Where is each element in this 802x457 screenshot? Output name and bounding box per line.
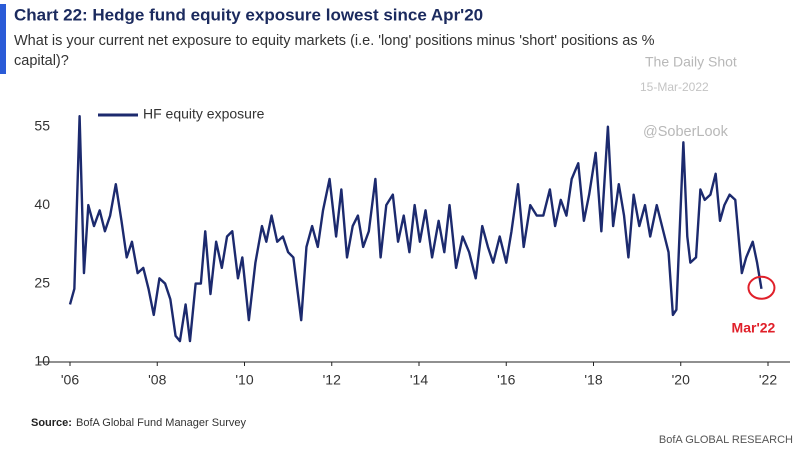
x-tick-label: '10 <box>235 372 253 388</box>
source: BofA Global Fund Manager Survey <box>76 417 246 429</box>
y-tick-label: 55 <box>34 117 50 133</box>
annotation: Mar'22 <box>732 319 776 335</box>
legend-label: HF equity exposure <box>143 106 265 122</box>
watermark: 15-Mar-2022 <box>640 80 709 94</box>
y-tick-label: 10 <box>34 353 50 369</box>
accent-bar <box>0 4 6 74</box>
y-tick-label: 40 <box>34 196 50 212</box>
x-tick-label: '18 <box>584 372 602 388</box>
subtitle: What is your current net exposure to equ… <box>14 33 655 49</box>
chart-title: Chart 22: Hedge fund equity exposure low… <box>14 5 483 24</box>
x-tick-label: '20 <box>672 372 690 388</box>
footer: BofA GLOBAL RESEARCH <box>659 434 793 446</box>
watermark: The Daily Shot <box>645 54 737 70</box>
watermark: @SoberLook <box>643 124 729 140</box>
y-tick-label: 25 <box>34 274 50 290</box>
x-tick-label: '06 <box>61 372 79 388</box>
highlight-circle <box>747 275 776 300</box>
x-tick-label: '12 <box>323 372 341 388</box>
x-tick-label: '22 <box>759 372 777 388</box>
subtitle: capital)? <box>14 53 69 69</box>
x-tick-label: '16 <box>497 372 515 388</box>
x-tick-label: '14 <box>410 372 428 388</box>
x-tick-label: '08 <box>148 372 166 388</box>
source-label: Source: <box>31 417 72 429</box>
data-line <box>68 115 763 343</box>
